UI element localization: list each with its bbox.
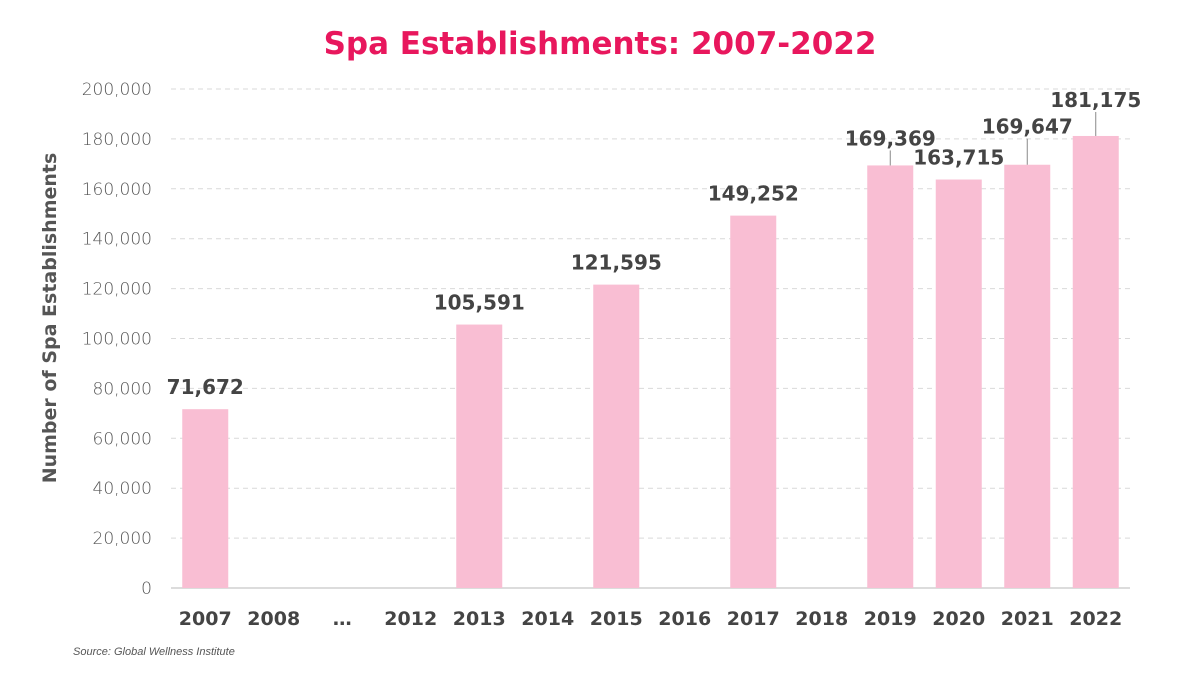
data-label: 71,672 — [167, 375, 244, 399]
x-tick-label: 2020 — [932, 608, 985, 630]
y-tick-label: 100,000 — [82, 330, 152, 350]
data-label: 169,647 — [982, 115, 1073, 139]
x-tick-label: 2014 — [521, 608, 574, 630]
x-tick-label: 2018 — [795, 608, 848, 630]
x-tick-label: … — [333, 608, 352, 630]
x-tick-label: 2016 — [658, 608, 711, 630]
bar — [867, 165, 914, 588]
y-tick-label: 60,000 — [93, 429, 152, 449]
x-tick-label: 2007 — [179, 608, 232, 630]
x-tick-label: 2021 — [1001, 608, 1054, 630]
chart-title: Spa Establishments: 2007-2022 — [323, 26, 877, 62]
x-tick-label: 2019 — [864, 608, 917, 630]
y-tick-label: 80,000 — [93, 379, 152, 399]
data-label: 169,369 — [845, 126, 936, 150]
x-tick-label: 2017 — [727, 608, 780, 630]
bar — [935, 179, 982, 589]
y-tick-label: 140,000 — [82, 230, 152, 250]
y-axis-title: Number of Spa Establishments — [39, 153, 61, 484]
y-tick-label: 120,000 — [82, 280, 152, 300]
data-label: 105,591 — [434, 291, 525, 315]
y-tick-label: 160,000 — [82, 180, 152, 200]
source-note: Source: Global Wellness Institute — [73, 646, 235, 658]
y-tick-label: 180,000 — [82, 130, 152, 150]
bar — [456, 324, 503, 588]
x-tick-label: 2013 — [453, 608, 506, 630]
x-tick-label: 2022 — [1069, 608, 1122, 630]
y-tick-label: 200,000 — [82, 80, 152, 100]
data-label: 181,175 — [1050, 88, 1141, 112]
bar — [1004, 164, 1051, 589]
bar — [1072, 135, 1119, 588]
x-tick-label: 2015 — [590, 608, 643, 630]
bar — [182, 409, 229, 588]
x-tick-label: 2008 — [247, 608, 300, 630]
data-label: 149,252 — [708, 182, 799, 206]
y-tick-label: 0 — [141, 579, 152, 599]
bar — [730, 215, 777, 588]
y-tick-label: 20,000 — [93, 529, 152, 549]
x-tick-label: 2012 — [384, 608, 437, 630]
y-tick-label: 40,000 — [93, 479, 152, 499]
data-label: 121,595 — [571, 251, 662, 275]
bar — [593, 284, 640, 588]
data-label: 163,715 — [913, 146, 1004, 170]
